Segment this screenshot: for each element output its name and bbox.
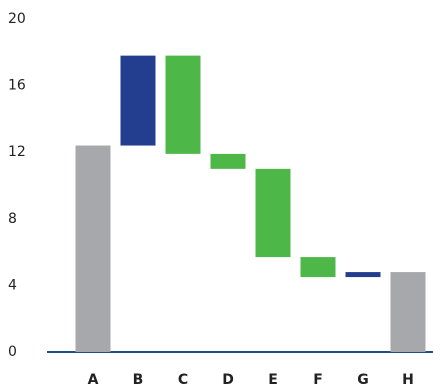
x-tick-label: C — [178, 372, 188, 386]
x-tick-label: A — [88, 372, 99, 386]
x-tick-label: D — [222, 372, 234, 386]
bar — [165, 55, 201, 154]
bar — [345, 272, 381, 278]
bar — [120, 55, 156, 146]
x-tick-label: H — [402, 372, 414, 386]
y-tick-label: 16 — [8, 78, 26, 94]
y-tick-label: 12 — [8, 144, 26, 160]
bar — [75, 145, 111, 352]
y-tick-label: 8 — [8, 211, 17, 227]
bar — [390, 272, 426, 352]
bar — [255, 168, 291, 258]
y-tick-label: 20 — [8, 11, 26, 27]
x-tick-label: B — [133, 372, 144, 386]
x-tick-label: E — [268, 372, 278, 386]
bar — [210, 153, 246, 169]
bar — [300, 257, 336, 278]
x-tick-label: G — [357, 372, 369, 386]
y-tick-label: 4 — [8, 277, 17, 293]
y-tick-label: 0 — [8, 344, 17, 360]
x-tick-label: F — [313, 372, 323, 386]
